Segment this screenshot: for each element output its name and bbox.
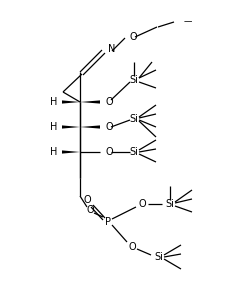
Text: N: N <box>108 44 115 54</box>
Text: H: H <box>50 122 57 132</box>
Text: Si: Si <box>130 75 138 85</box>
Text: H: H <box>50 147 57 157</box>
Text: O: O <box>130 32 138 42</box>
Text: Si: Si <box>130 147 138 157</box>
Text: O: O <box>86 205 94 215</box>
Text: Si: Si <box>154 252 163 262</box>
Text: Si: Si <box>166 199 174 209</box>
Text: O: O <box>83 195 91 205</box>
Text: O: O <box>138 199 146 209</box>
Text: Si: Si <box>130 114 138 124</box>
Text: O: O <box>105 147 113 157</box>
Polygon shape <box>80 125 100 129</box>
Polygon shape <box>62 100 80 104</box>
Polygon shape <box>62 150 80 154</box>
Text: O: O <box>105 122 113 132</box>
Text: —: — <box>184 17 192 27</box>
Text: P: P <box>105 217 111 227</box>
Text: H: H <box>50 97 57 107</box>
Polygon shape <box>62 125 80 129</box>
Polygon shape <box>80 100 100 104</box>
Text: O: O <box>105 97 113 107</box>
Text: O: O <box>128 242 136 252</box>
